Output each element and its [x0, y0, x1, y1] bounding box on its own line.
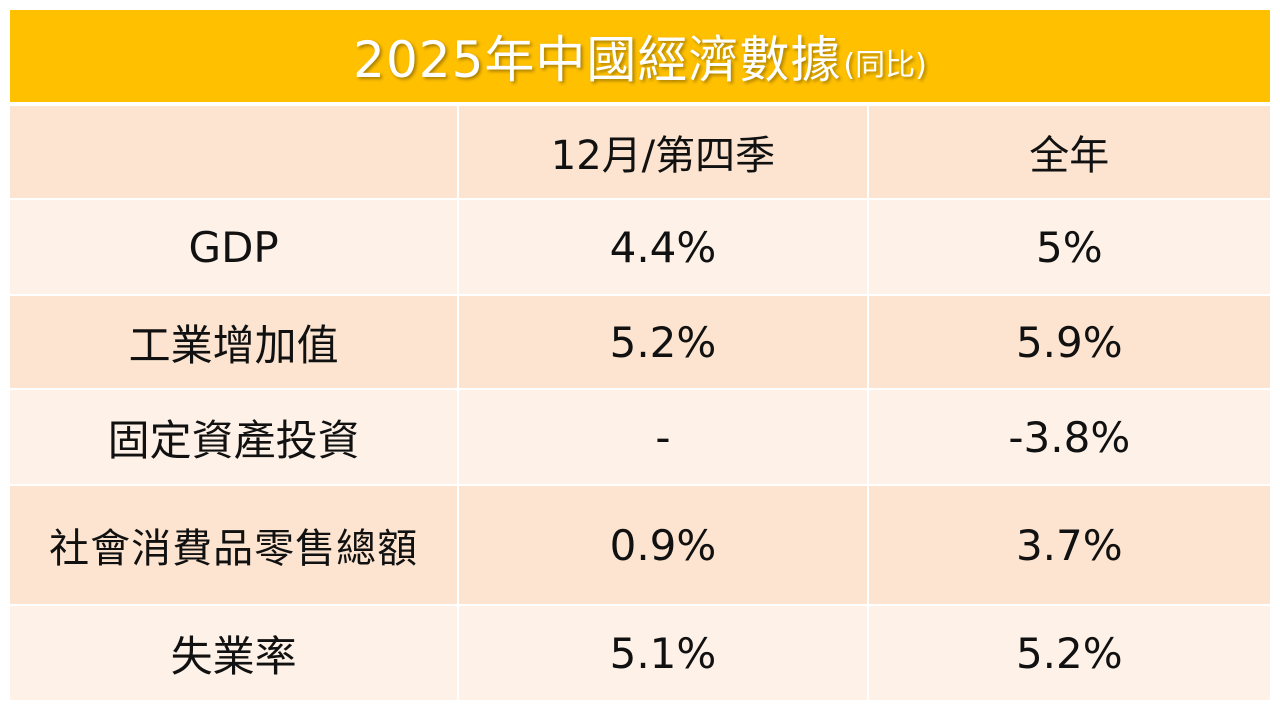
table-row: GDP 4.4% 5% [10, 198, 1270, 294]
row-label: 固定資產投資 [10, 390, 458, 484]
row-q4-value: 4.4% [457, 200, 867, 294]
table-title-note: (同比) [843, 48, 927, 83]
row-label: 失業率 [10, 606, 458, 700]
row-q4-value: 5.1% [457, 606, 867, 700]
economic-data-table: 2025年中國經濟數據 (同比) 12月/第四季 全年 GDP 4.4% 5% 工… [10, 10, 1270, 710]
header-cell-label [10, 106, 458, 198]
header-row: 12月/第四季 全年 [10, 106, 1270, 198]
table-row: 工業增加值 5.2% 5.9% [10, 294, 1270, 388]
header-cell-year: 全年 [866, 106, 1270, 198]
row-year-value: 5.9% [866, 296, 1270, 388]
row-label: GDP [10, 200, 458, 294]
title-divider [10, 102, 1270, 106]
table-row: 失業率 5.1% 5.2% [10, 604, 1270, 700]
row-year-value: 5.2% [866, 606, 1270, 700]
row-year-value: -3.8% [866, 390, 1270, 484]
row-year-value: 5% [866, 200, 1270, 294]
table-row: 固定資產投資 - -3.8% [10, 388, 1270, 484]
row-q4-value: 5.2% [457, 296, 867, 388]
row-label: 社會消費品零售總額 [10, 486, 458, 604]
row-label: 工業增加值 [10, 296, 458, 388]
row-q4-value: 0.9% [457, 486, 867, 604]
header-cell-q4: 12月/第四季 [457, 106, 867, 198]
table-row: 社會消費品零售總額 0.9% 3.7% [10, 484, 1270, 604]
row-q4-value: - [457, 390, 867, 484]
table-title: 2025年中國經濟數據 [353, 31, 842, 89]
table-title-bar: 2025年中國經濟數據 (同比) [10, 10, 1270, 102]
row-year-value: 3.7% [866, 486, 1270, 604]
